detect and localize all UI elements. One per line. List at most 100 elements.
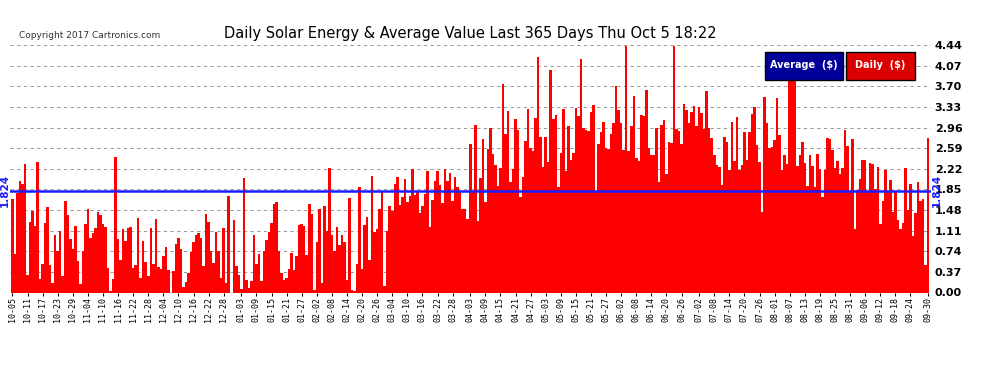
Bar: [195, 235, 197, 292]
Bar: [753, 107, 755, 292]
Bar: [414, 195, 416, 292]
Bar: [489, 128, 492, 292]
Bar: [250, 281, 252, 292]
Bar: [127, 228, 130, 292]
Bar: [755, 145, 758, 292]
Bar: [843, 130, 846, 292]
Bar: [135, 265, 137, 292]
Bar: [760, 212, 763, 292]
Title: Daily Solar Energy & Average Value Last 365 Days Thu Oct 5 18:22: Daily Solar Energy & Average Value Last …: [224, 26, 717, 41]
Bar: [16, 193, 19, 292]
Bar: [147, 276, 149, 292]
Bar: [884, 170, 887, 292]
Bar: [89, 238, 92, 292]
Bar: [741, 165, 743, 292]
Bar: [404, 179, 406, 292]
Bar: [856, 190, 859, 292]
Bar: [434, 181, 437, 292]
Bar: [47, 207, 49, 292]
Bar: [262, 251, 265, 292]
Bar: [223, 228, 225, 292]
Bar: [708, 128, 711, 292]
Bar: [283, 280, 285, 292]
Bar: [851, 139, 853, 292]
Bar: [117, 238, 120, 292]
Bar: [255, 264, 257, 292]
Bar: [650, 155, 652, 292]
Text: 1.824: 1.824: [932, 174, 941, 207]
Bar: [763, 97, 766, 292]
Bar: [879, 224, 881, 292]
Bar: [328, 168, 331, 292]
Bar: [411, 169, 414, 292]
Bar: [706, 92, 708, 292]
Bar: [182, 287, 185, 292]
Bar: [821, 197, 824, 292]
Bar: [585, 130, 587, 292]
Bar: [530, 148, 532, 292]
Bar: [660, 125, 662, 292]
Bar: [323, 206, 326, 292]
Bar: [69, 239, 71, 292]
Bar: [187, 273, 190, 292]
Bar: [562, 109, 564, 292]
Bar: [37, 162, 39, 292]
Bar: [887, 192, 889, 292]
Bar: [783, 154, 786, 292]
Bar: [582, 129, 585, 292]
Bar: [273, 204, 275, 292]
Bar: [104, 227, 107, 292]
Bar: [927, 138, 930, 292]
Text: Copyright 2017 Cartronics.com: Copyright 2017 Cartronics.com: [19, 31, 160, 40]
Bar: [728, 170, 731, 292]
Bar: [607, 149, 610, 292]
Bar: [912, 236, 914, 292]
Bar: [464, 209, 466, 292]
Bar: [466, 219, 469, 292]
Bar: [383, 286, 386, 292]
Bar: [592, 105, 595, 292]
Bar: [399, 205, 401, 292]
Bar: [159, 269, 162, 292]
Bar: [917, 182, 920, 292]
Text: Daily  ($): Daily ($): [855, 60, 906, 70]
Bar: [94, 228, 97, 292]
Bar: [897, 220, 899, 292]
Bar: [360, 269, 363, 292]
Bar: [721, 184, 723, 292]
Bar: [711, 138, 713, 292]
Bar: [859, 179, 861, 292]
Bar: [703, 129, 706, 292]
Bar: [484, 202, 487, 292]
Bar: [522, 177, 525, 292]
Bar: [499, 168, 502, 292]
Bar: [809, 155, 811, 292]
Bar: [778, 135, 781, 292]
Bar: [731, 122, 734, 292]
Bar: [275, 202, 278, 292]
Bar: [827, 138, 829, 292]
Bar: [391, 211, 393, 292]
Bar: [24, 164, 27, 292]
Bar: [641, 115, 643, 292]
Bar: [535, 118, 537, 292]
Bar: [527, 109, 530, 292]
Bar: [388, 206, 391, 292]
Bar: [42, 264, 44, 292]
Bar: [517, 130, 520, 292]
Bar: [368, 260, 371, 292]
Bar: [673, 45, 675, 292]
Bar: [801, 142, 804, 292]
Bar: [192, 242, 195, 292]
Bar: [540, 136, 542, 292]
Bar: [59, 231, 61, 292]
Bar: [429, 227, 432, 292]
Bar: [257, 254, 260, 292]
Bar: [152, 264, 154, 292]
Bar: [386, 231, 388, 292]
Bar: [149, 228, 152, 292]
Bar: [252, 235, 255, 292]
Bar: [723, 137, 726, 292]
Bar: [358, 187, 360, 292]
Bar: [27, 275, 29, 292]
